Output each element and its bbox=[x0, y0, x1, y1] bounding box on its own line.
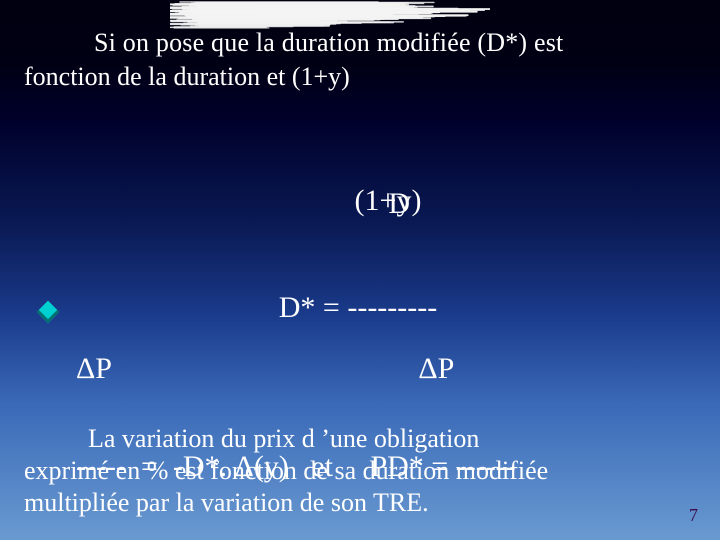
intro-line-2: fonction de la duration et (1+y) bbox=[24, 62, 350, 92]
equation-1-denominator: (1+y) bbox=[258, 184, 458, 219]
eq2-row-1: ΔP ΔP bbox=[76, 354, 516, 385]
paragraph-line-3: multipliée par la variation de son TRE. bbox=[24, 488, 429, 518]
intro-line-1: Si on pose que la duration modifiée (D*)… bbox=[94, 28, 563, 58]
page-number: 7 bbox=[689, 505, 698, 526]
paragraph-line-1: La variation du prix d ’une obligation bbox=[88, 424, 479, 454]
brush-stroke-decoration bbox=[170, 0, 490, 30]
paragraph-line-2: exprimé en % est fonction de sa duration… bbox=[24, 456, 548, 486]
slide: Si on pose que la duration modifiée (D*)… bbox=[0, 0, 720, 540]
bullet-diamond-icon bbox=[37, 301, 60, 324]
